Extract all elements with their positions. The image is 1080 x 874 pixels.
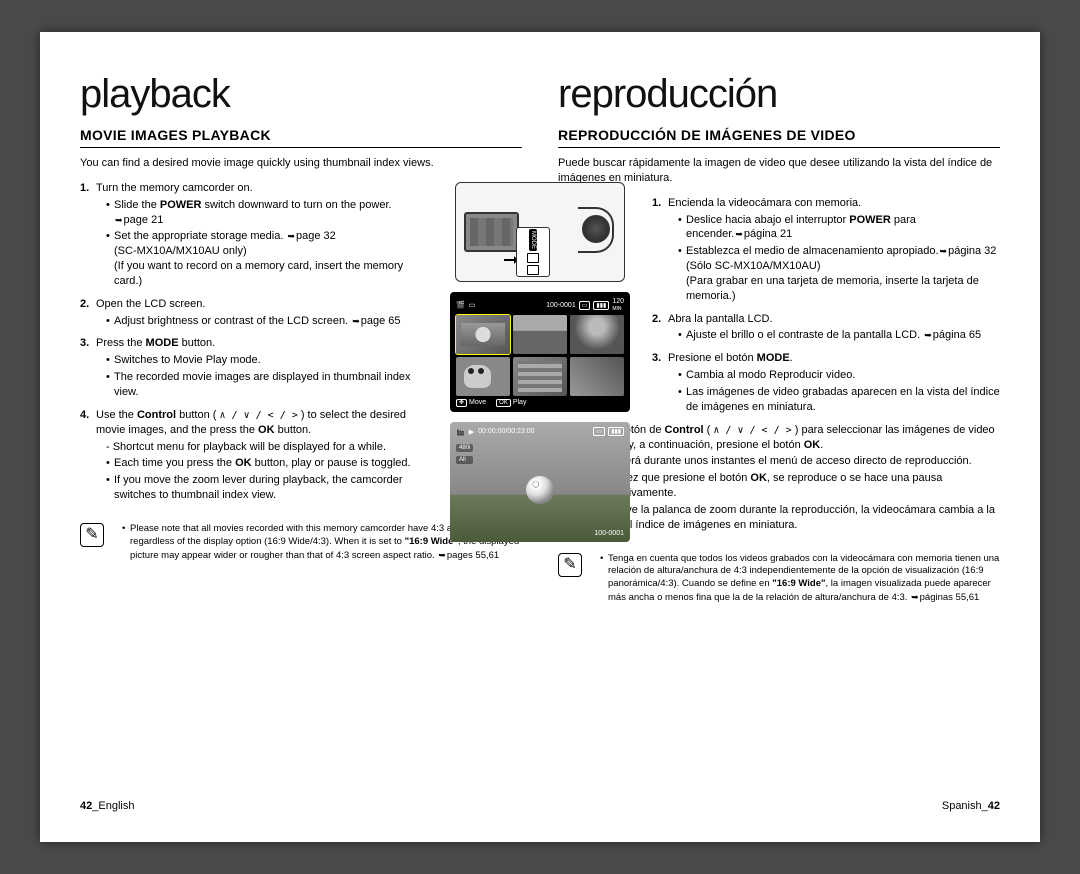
file-id: 100-0001 <box>594 530 624 537</box>
columns: playback MOVIE IMAGES PLAYBACK You can f… <box>80 72 1000 812</box>
thumbnail <box>456 357 510 396</box>
control-icons: ∧ / ∨ / < / > <box>713 425 791 436</box>
thumbnail <box>513 357 567 396</box>
note-es: ✎ Tenga en cuenta que todos los videos g… <box>558 553 1000 605</box>
thumbnail <box>456 315 510 354</box>
title-en: playback <box>80 72 522 117</box>
cam-lcd-icon <box>464 212 519 252</box>
arrow-icon <box>939 245 949 257</box>
play-icon: ▶ <box>469 428 474 436</box>
thumbnail <box>513 315 567 354</box>
arrow-icon <box>910 592 920 603</box>
thumbnail <box>570 315 624 354</box>
cam-lens-icon <box>582 215 610 243</box>
play-icon <box>527 265 539 275</box>
lcd-playback-screen: 🎬▶00:00:00/00:23:00 ▭▮▮▮ 480i All 100-00… <box>450 422 630 542</box>
arrow-icon <box>114 214 124 226</box>
camcorder-diagram: MODE <box>455 182 625 282</box>
camera-icon <box>527 253 539 263</box>
arrow-icon <box>734 228 744 240</box>
arrow-icon <box>437 550 447 561</box>
thumbnail-grid <box>456 315 624 396</box>
dpad-icon: ✥ <box>456 399 467 407</box>
section-en: MOVIE IMAGES PLAYBACK <box>80 127 522 148</box>
lcd-thumbnail-screen: 🎬▭ 100-0001▭▮▮▮120MIN ✥Move OKPlay <box>450 292 630 412</box>
soccer-ball-icon <box>526 476 554 504</box>
movie-icon: 🎬 <box>456 301 465 309</box>
footer-en: 42_English <box>80 800 134 812</box>
intro-en: You can find a desired movie image quick… <box>80 156 522 171</box>
mode-panel: MODE <box>516 227 550 277</box>
manual-page: playback MOVIE IMAGES PLAYBACK You can f… <box>40 32 1040 842</box>
footer-es: Spanish_42 <box>942 800 1000 812</box>
battery-icon: ▮▮▮ <box>593 301 609 310</box>
battery-icon: ▮▮▮ <box>608 427 624 436</box>
title-es: reproducción <box>558 72 1000 117</box>
card-icon: ▭ <box>579 301 591 310</box>
resolution-badge: 480i <box>456 444 473 452</box>
control-icons: ∧ / ∨ / < / > <box>220 410 298 421</box>
note-icon: ✎ <box>80 523 104 547</box>
ok-icon: OK <box>496 399 511 407</box>
movie-icon: 🎬 <box>456 428 465 436</box>
all-badge: All <box>456 456 473 464</box>
card-icon: ▭ <box>593 427 605 436</box>
card-icon: ▭ <box>469 301 476 309</box>
section-es: REPRODUCCIÓN DE IMÁGENES DE VIDEO <box>558 127 1000 148</box>
arrow-icon <box>351 315 361 327</box>
arrow-icon <box>923 329 933 341</box>
illustrations: MODE 🎬▭ 100-0001▭▮▮▮120MIN <box>450 182 630 542</box>
arrow-icon <box>286 230 296 242</box>
thumbnail <box>570 357 624 396</box>
note-icon: ✎ <box>558 553 582 577</box>
